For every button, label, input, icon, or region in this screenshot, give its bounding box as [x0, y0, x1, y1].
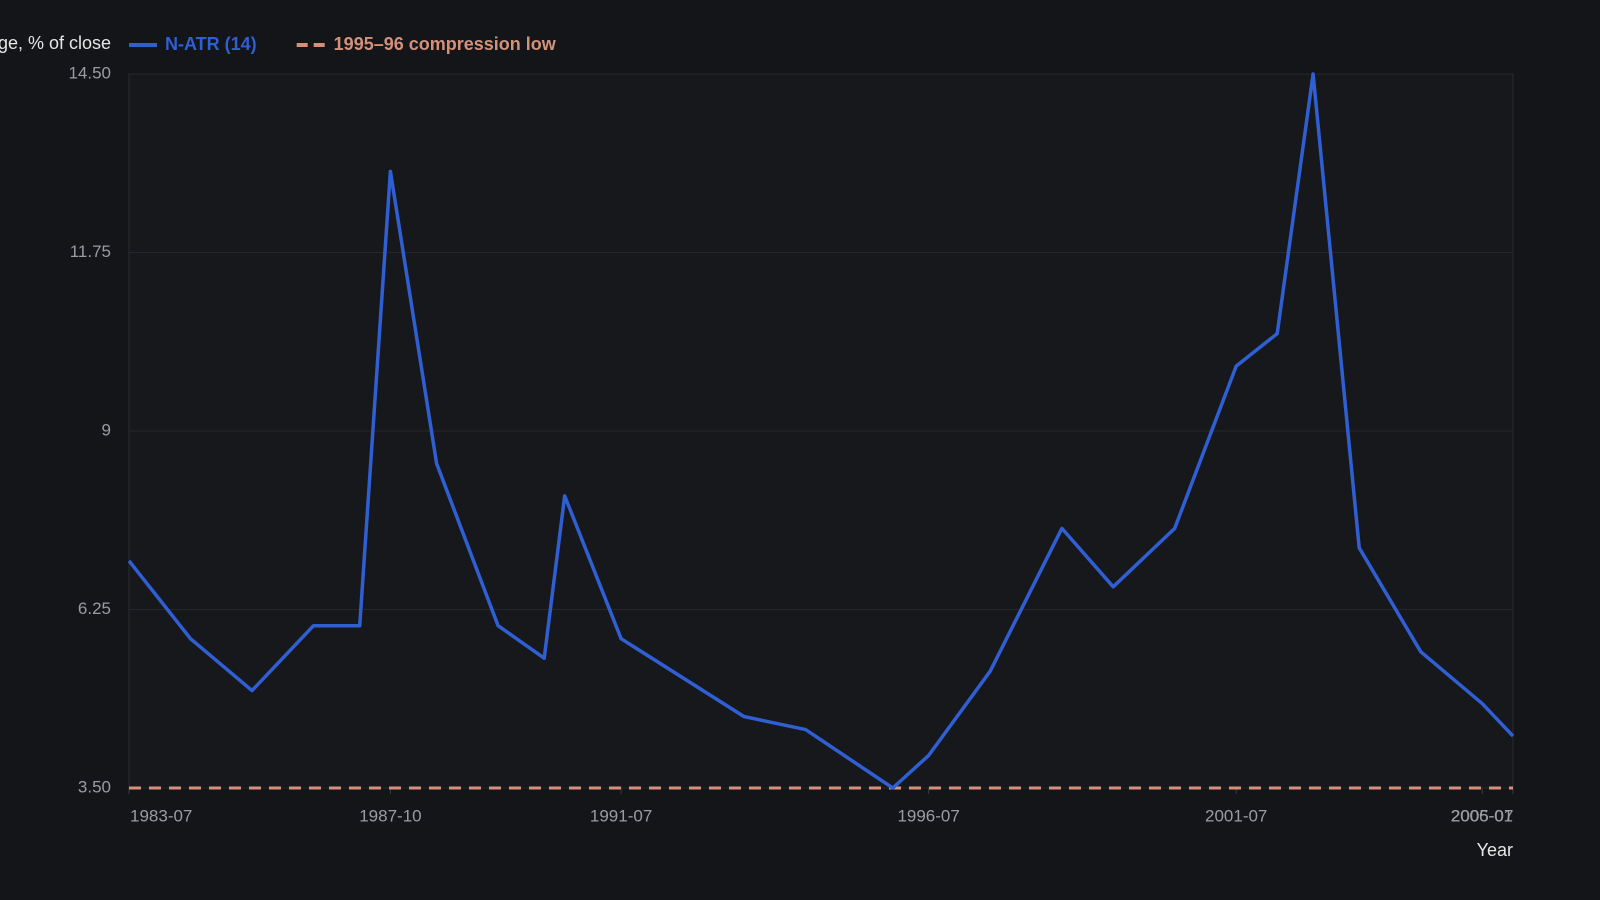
y-tick-label: 11.75 [70, 242, 111, 261]
x-tick-label: 1987-10 [359, 806, 421, 825]
series-line [127, 72, 1515, 790]
y-axis-label: ge, % of close [0, 33, 111, 53]
x-tick-label: 1991-07 [590, 806, 652, 825]
x-tick-label: 1996-07 [897, 806, 959, 825]
x-tick-label: 2001-07 [1205, 806, 1267, 825]
x-tick-label: 2006-01 [1451, 806, 1513, 825]
y-tick-label: 9 [102, 420, 111, 439]
x-tick-label: 1983-07 [130, 806, 192, 825]
x-tick-label: 2005-07 [1451, 806, 1513, 825]
legend-label: N-ATR (14) [165, 34, 257, 54]
legend-label: 1995–96 compression low [334, 34, 557, 54]
y-tick-label: 14.50 [68, 63, 111, 82]
y-tick-label: 3.50 [78, 777, 111, 796]
x-axis-label: Year [1477, 840, 1513, 860]
y-tick-label: 6.25 [78, 599, 111, 618]
